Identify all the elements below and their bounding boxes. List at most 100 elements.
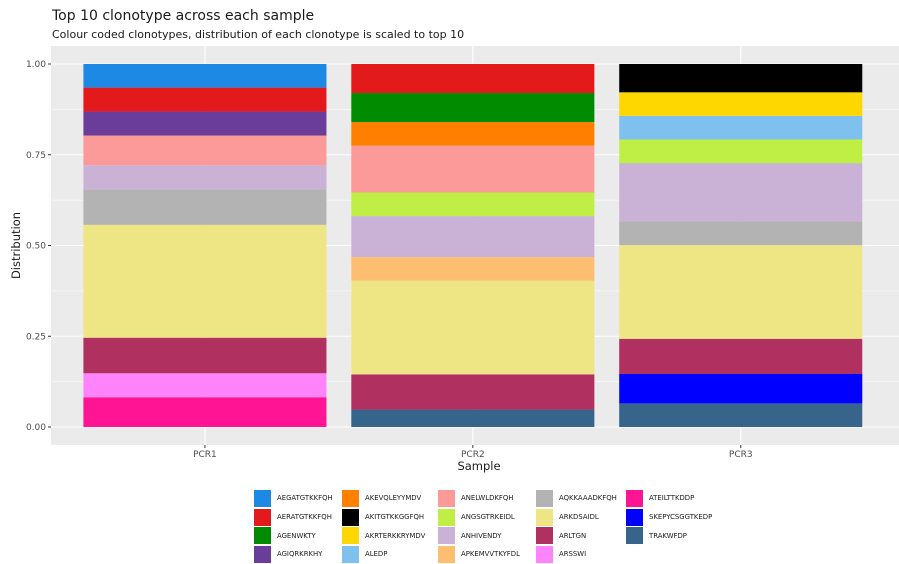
bar-segment [83, 111, 327, 136]
bar-segment [83, 224, 327, 338]
bar-segment [83, 397, 327, 427]
legend-label: AQKKAAADKFQH [559, 494, 617, 503]
legend-label: ARKDSAIDL [559, 513, 599, 522]
legend-key [438, 489, 455, 507]
legend-item: AKRTERKKRYMDV [342, 526, 438, 545]
bar-stacks [83, 64, 863, 427]
y-tick-label: 0.50 [26, 242, 46, 252]
chart-subtitle: Colour coded clonotypes, distribution of… [52, 28, 465, 41]
legend-key [342, 527, 359, 545]
bar-segment [619, 92, 863, 116]
legend-item: AGIQRKRKHY [254, 545, 342, 564]
legend-label: AKITGTKKGGFQH [365, 513, 425, 522]
legend-label: ANGSGTRKEIDL [461, 513, 515, 522]
bar-segment [351, 374, 595, 410]
legend-key [254, 508, 271, 526]
legend-item: ANGSGTRKEIDL [438, 508, 536, 527]
x-tick-label: PCR3 [729, 450, 753, 460]
legend-key [626, 489, 643, 507]
bar-segment [619, 115, 863, 140]
legend-label: ANELWLDKFQH [461, 494, 514, 503]
legend-item: AKEVQLEYYMDV [342, 489, 438, 508]
bar-segment [619, 403, 863, 427]
legend-item: TRAKWFDP [626, 526, 726, 545]
legend-key [342, 489, 359, 507]
bar-stack-pcr3 [619, 64, 863, 427]
legend-key [626, 508, 643, 526]
bar-segment [351, 93, 595, 123]
legend-key [254, 545, 271, 563]
bar-segment [619, 139, 863, 164]
legend-item: ALEDP [342, 545, 438, 564]
bar-segment [83, 64, 327, 88]
legend-item: ARKDSAIDL [536, 508, 626, 527]
bar-segment [83, 373, 327, 398]
legend-label: AERATGTKKFQH [277, 513, 332, 522]
legend-label: AKEVQLEYYMDV [365, 494, 422, 503]
legend-label: SKEPYCSGGTKEDP [649, 513, 713, 522]
legend-key [342, 508, 359, 526]
legend-key [438, 545, 455, 563]
y-tick-label: 0.25 [26, 332, 46, 342]
bar-segment [351, 409, 595, 427]
legend-item: ANHIVENDY [438, 526, 536, 545]
x-tick-label: PCR1 [193, 450, 217, 460]
bar-segment [619, 245, 863, 339]
bar-segment [83, 189, 327, 225]
legend-key [438, 508, 455, 526]
bar-stack-pcr2 [351, 64, 595, 427]
y-tick-label: 0.75 [26, 151, 46, 161]
legend-label: ALEDP [365, 550, 388, 559]
bar-segment [351, 145, 595, 193]
legend-item: AKITGTKKGGFQH [342, 508, 438, 527]
chart-title: Top 10 clonotype across each sample [52, 8, 315, 24]
bar-segment [83, 165, 327, 190]
bar-segment [619, 64, 863, 93]
legend-item: ANELWLDKFQH [438, 489, 536, 508]
bar-stack-pcr1 [83, 64, 327, 427]
y-tick-label: 1.00 [26, 60, 46, 70]
bar-segment [351, 192, 595, 217]
legend-item: ARLTGN [536, 526, 626, 545]
legend-label: ARLTGN [559, 531, 587, 540]
legend-label: AEGATGTKKFQH [277, 494, 333, 503]
bar-segment [619, 221, 863, 246]
bar-segment [619, 163, 863, 222]
legend-label: TRAKWFDP [649, 531, 687, 540]
bar-segment [619, 374, 863, 404]
legend-item: ARSSWI [536, 545, 626, 564]
legend-item: AGENWKTY [254, 526, 342, 545]
legend-item: AERATGTKKFQH [254, 508, 342, 527]
bar-segment [351, 64, 595, 94]
legend-label: AGIQRKRKHY [277, 550, 323, 559]
bar-segment [351, 122, 595, 146]
y-tick-label: 0.00 [26, 423, 46, 433]
y-axis-title: Distribution [9, 212, 23, 279]
legend-key [626, 527, 643, 545]
x-tick-label: PCR2 [461, 450, 485, 460]
legend-key [438, 527, 455, 545]
legend-key [342, 545, 359, 563]
legend-item: SKEPYCSGGTKEDP [626, 508, 726, 527]
bar-segment [619, 338, 863, 375]
legend-key [536, 545, 553, 563]
bar-segment [83, 337, 327, 374]
legend-item: AEGATGTKKFQH [254, 489, 342, 508]
legend-label: AKRTERKKRYMDV [365, 531, 426, 540]
bar-segment [351, 216, 595, 258]
legend-key [254, 527, 271, 545]
bar-segment [351, 280, 595, 375]
bar-segment [83, 135, 327, 166]
legend-label: ANHIVENDY [461, 531, 502, 540]
legend-key [536, 489, 553, 507]
legend-key [536, 508, 553, 526]
legend-item: AQKKAAADKFQH [536, 489, 626, 508]
bar-segment [351, 257, 595, 281]
legend-item: ATEILTTKDDP [626, 489, 726, 508]
bar-segment [83, 87, 327, 112]
legend-label: ATEILTTKDDP [649, 494, 695, 503]
legend: AEGATGTKKFQH AERATGTKKFQH AGENWKTY AGIQRKRK… [254, 489, 726, 564]
legend-key [536, 527, 553, 545]
axes: 0.00 0.25 0.50 0.75 1.00 PCR1 PCR2 PCR3 [26, 60, 753, 460]
